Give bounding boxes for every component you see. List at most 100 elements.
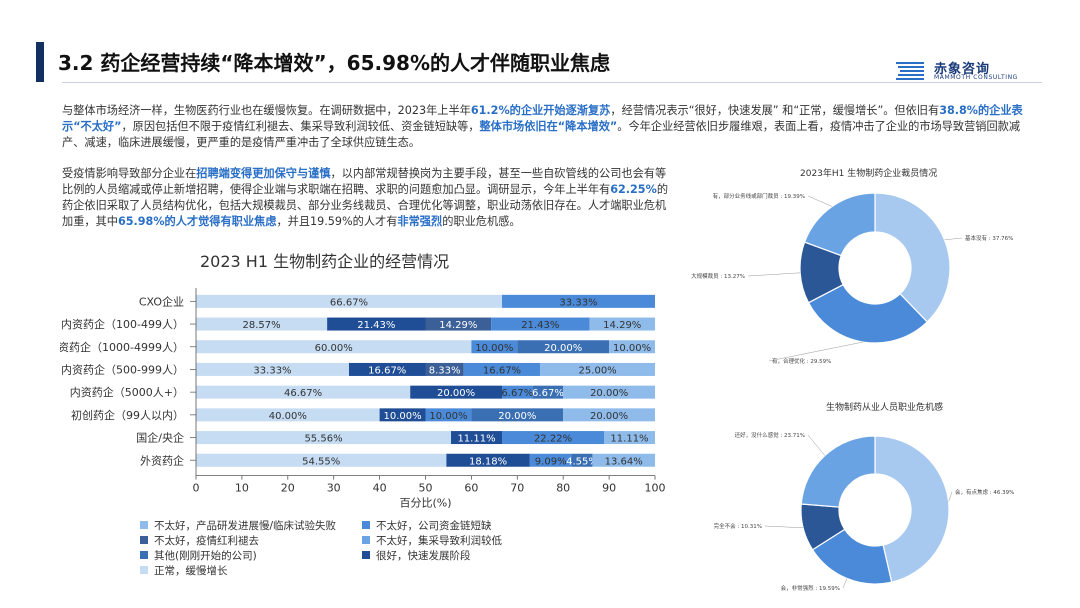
x-tick-label: 60	[464, 482, 478, 495]
bar-segment	[563, 408, 655, 422]
bar-segment	[451, 431, 503, 445]
bar-segment	[502, 294, 655, 308]
legend-swatch	[140, 521, 148, 529]
intro-paragraph: 与整体市场经济一样，生物医药行业也在缓慢恢复。在调研数据中，2023年上半年61…	[62, 104, 1023, 149]
logo-text-en: MAMMOTH CONSULTING	[934, 74, 1018, 81]
x-tick-label: 70	[510, 482, 524, 495]
legend-label: 不太好，公司资金链短缺	[376, 520, 492, 532]
bar-segment	[491, 317, 590, 331]
highlight-very-strong: 非常强烈	[397, 215, 443, 228]
x-tick-label: 20	[281, 482, 295, 495]
bar-data-label: 11.11%	[610, 434, 648, 445]
x-tick-label: 10	[235, 482, 249, 495]
company-logo: 赤象咨询 MAMMOTH CONSULTING	[896, 60, 1026, 82]
legend-item: 正常，缓慢增长	[140, 563, 228, 578]
x-tick-label: 50	[419, 482, 433, 495]
category-label: 内资药企（100-499人）	[61, 317, 184, 331]
bar-data-label: 6.67%	[501, 388, 533, 399]
legend-item: 很好，快速发展阶段	[362, 548, 471, 563]
highlight-not-good: 38.8%的企业表示“不太好”	[62, 104, 1023, 133]
highlight-cost-reduction: 整体市场依旧在“降本增效”	[479, 120, 618, 133]
bar-segment	[196, 453, 447, 467]
bar-data-label: 20.00%	[498, 411, 536, 422]
legend-item: 其他(刚刚开始的公司)	[140, 548, 257, 563]
bar-data-label: 55.56%	[304, 434, 342, 445]
bar-segment	[327, 317, 426, 331]
legend-label: 不太好，集采导致利润较低	[376, 535, 502, 547]
bar-data-label: 11.11%	[457, 434, 495, 445]
bar-segment	[532, 385, 564, 399]
x-tick-label: 0	[193, 482, 200, 495]
bar-data-label: 20.00%	[590, 411, 628, 422]
legend-swatch	[362, 551, 370, 559]
bar-segment	[425, 317, 492, 331]
bar-data-label: 20.00%	[544, 343, 582, 354]
title-bar: 3.2 药企经营持续“降本增效”，65.98%的人才伴随职业焦虑	[36, 42, 1042, 82]
bar-data-label: 21.43%	[357, 320, 395, 331]
category-label: 初创药企（99人以内）	[71, 408, 184, 422]
legend-item: 不太好，疫情红利褪去	[140, 533, 259, 548]
bar-data-label: 8.33%	[429, 365, 461, 376]
legend-item: 不太好，产品研发进展慢/临床试验失败	[140, 518, 336, 533]
donut-slice	[874, 192, 951, 323]
bar-segment	[471, 340, 518, 354]
bar-data-label: 21.43%	[521, 320, 559, 331]
bar-segment	[540, 362, 655, 376]
highlight-conservative-hiring: 招聘端变得更加保守与谨慎	[196, 167, 331, 180]
highlight-restructure-rate: 62.25%	[610, 183, 657, 196]
bar-data-label: 6.67%	[532, 388, 564, 399]
x-tick-label: 30	[327, 482, 341, 495]
leader-line	[944, 237, 963, 241]
bar-data-label: 20.00%	[590, 388, 628, 399]
x-tick-label: 100	[645, 482, 666, 495]
bar-data-label: 25.00%	[579, 365, 617, 376]
bar-segment	[410, 385, 503, 399]
bar-data-label: 16.67%	[483, 365, 521, 376]
logo-text-cn: 赤象咨询	[934, 62, 991, 77]
leader-line	[842, 578, 848, 589]
donut-slice	[803, 192, 876, 257]
donut-slice-label: 有，部分业务线或部门裁员 : 19.39%	[713, 192, 805, 200]
donut-slice	[874, 435, 950, 583]
legend-swatch	[140, 536, 148, 544]
bar-segment	[589, 317, 656, 331]
x-axis-label: 百分比(%)	[399, 497, 451, 510]
bar-segment	[196, 385, 411, 399]
bar-data-label: 16.67%	[368, 365, 406, 376]
leader-line	[768, 341, 864, 362]
bar-segment	[563, 385, 656, 399]
legend-label: 不太好，疫情红利褪去	[154, 535, 259, 547]
bar-segment	[471, 408, 564, 422]
leader-line	[807, 195, 833, 207]
leader-line	[807, 434, 826, 456]
bar-segment	[517, 340, 610, 354]
donut-slice-label: 会，非常强烈 : 19.59%	[781, 584, 840, 592]
legend-swatch	[140, 551, 148, 559]
donut-slice-label: 基本没有 : 37.76%	[965, 234, 1013, 242]
x-tick-label: 80	[556, 482, 570, 495]
title-accent-bar	[36, 42, 44, 82]
bar-segment	[529, 453, 572, 467]
category-label: 外资药企	[140, 453, 184, 467]
bar-data-label: 14.29%	[439, 320, 477, 331]
category-label: CXO企业	[139, 294, 184, 308]
bar-segment	[502, 431, 605, 445]
bar-segment	[196, 340, 472, 354]
bar-segment	[592, 453, 656, 467]
bar-segment	[571, 453, 593, 467]
category-label: 内资药企（500-999人）	[61, 362, 184, 376]
bar-data-label: 10.00%	[429, 411, 467, 422]
bar-data-label: 46.67%	[284, 388, 322, 399]
bar-data-label: 22.22%	[534, 434, 572, 445]
highlight-recovery: 61.2%的企业开始逐渐复苏	[470, 104, 611, 117]
bar-segment	[196, 294, 503, 308]
title-divider	[62, 82, 1042, 83]
category-label: 内资药企（1000-4999人）	[60, 340, 184, 354]
legend-swatch	[362, 536, 370, 544]
bar-segment	[379, 408, 426, 422]
bar-data-label: 13.64%	[605, 456, 643, 467]
pie1-title: 2023年H1 生物制药企业裁员情况	[800, 169, 938, 179]
x-tick-label: 40	[373, 482, 387, 495]
bar-data-label: 9.09%	[535, 456, 567, 467]
bar-data-label: 4.55%	[566, 456, 598, 467]
